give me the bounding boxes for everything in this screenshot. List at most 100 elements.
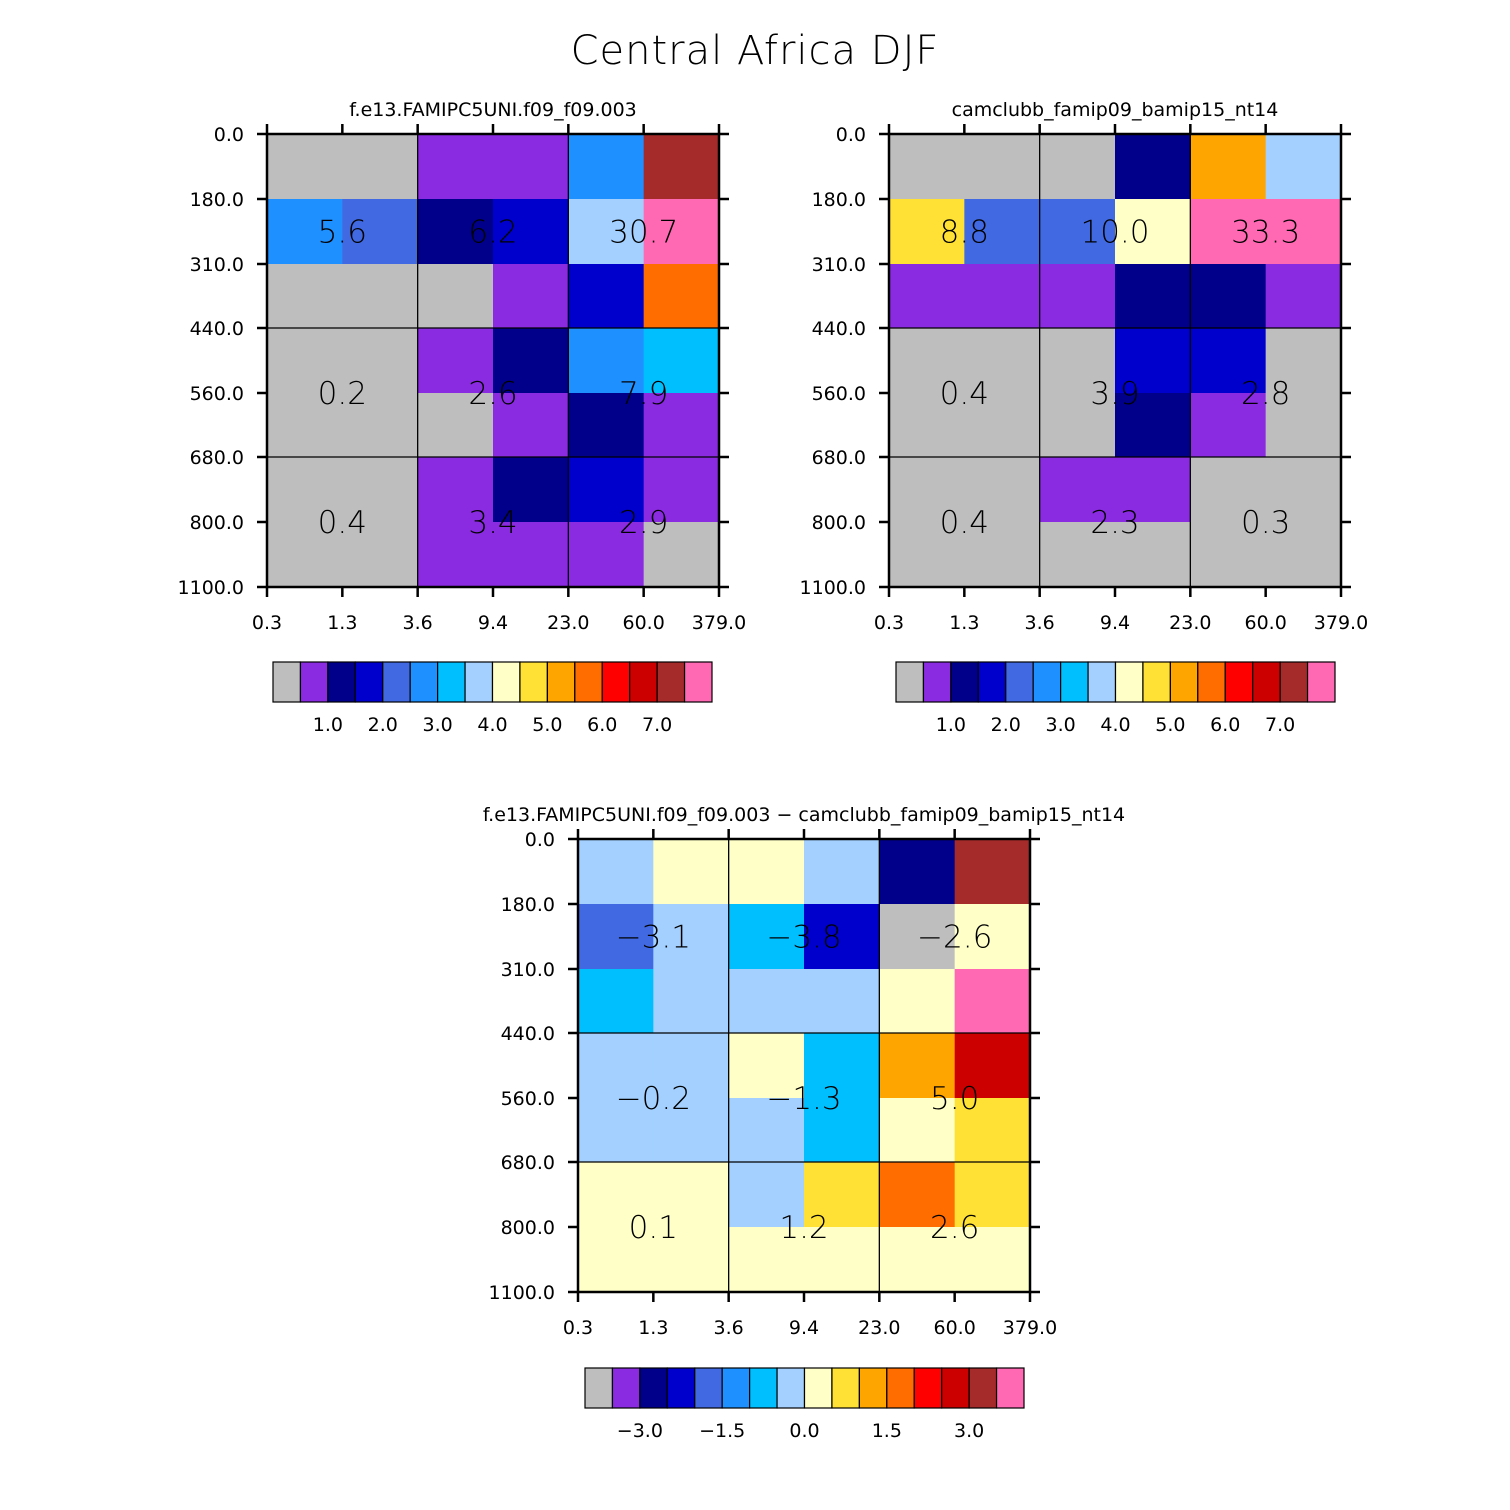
colorbar-label: −1.5: [699, 1420, 745, 1442]
y-tick-label: 800.0: [501, 1217, 555, 1239]
colorbar-label: 1.0: [936, 714, 966, 736]
heatmap-cell: [578, 1162, 654, 1228]
heatmap-cell: [1039, 522, 1116, 588]
heatmap-cell: [1039, 457, 1116, 523]
heatmap-cell: [643, 393, 720, 458]
heatmap-cell: [954, 1227, 1031, 1293]
x-tick-label: 3.6: [714, 1317, 744, 1339]
colorbar-label: 7.0: [1265, 714, 1295, 736]
y-tick-label: 0.0: [525, 829, 555, 851]
group-total-label: 7.9: [619, 376, 668, 412]
heatmap-cell: [417, 199, 494, 265]
heatmap-cell: [493, 328, 569, 394]
x-tick-label: 23.0: [547, 612, 589, 634]
heatmap-cell: [804, 1162, 880, 1228]
heatmap-cell: [568, 522, 645, 588]
heatmap-cell: [643, 457, 720, 523]
colorbar-swatch: [639, 1367, 668, 1409]
colorbar-swatch: [629, 661, 658, 703]
colorbar-swatch: [721, 1367, 751, 1409]
heatmap-cell: [1039, 328, 1116, 394]
heatmap-cell: [417, 457, 494, 523]
heatmap-cell: [1190, 457, 1267, 523]
heatmap-cell: [728, 1162, 805, 1228]
heatmap-cell: [1039, 134, 1116, 200]
heatmap-cell: [267, 264, 343, 329]
heatmap-cell: [342, 457, 419, 523]
heatmap-cell: [964, 457, 1041, 523]
heatmap-cell: [964, 134, 1041, 200]
group-total-label: 0.3: [1241, 505, 1290, 541]
group-total-label: 0.1: [629, 1210, 678, 1246]
colorbar-swatch: [611, 1367, 641, 1409]
y-tick-label: 1100.0: [800, 577, 866, 599]
heatmap-cell: [568, 134, 645, 200]
y-tick-label: 310.0: [812, 254, 866, 276]
heatmap-cell: [342, 134, 419, 200]
x-tick-label: 60.0: [623, 612, 665, 634]
heatmap-cell: [804, 839, 880, 905]
heatmap-cell: [342, 522, 419, 588]
heatmap-cell: [568, 199, 645, 265]
colorbar-swatch: [950, 661, 979, 703]
y-tick-label: 180.0: [501, 894, 555, 916]
heatmap-cell: [417, 393, 494, 458]
heatmap-cell: [1265, 522, 1342, 588]
heatmap-cell: [1115, 457, 1191, 523]
heatmap-cell: [889, 393, 965, 458]
heatmap-cell: [578, 969, 654, 1034]
heatmap-cell: [879, 1033, 956, 1099]
heatmap-cell: [889, 522, 965, 588]
heatmap-cell: [578, 904, 654, 970]
colorbar-swatch: [1087, 661, 1117, 703]
y-tick-label: 440.0: [501, 1023, 555, 1045]
heatmap-cell: [804, 1227, 880, 1293]
heatmap-cell: [267, 457, 343, 523]
colorbar-swatch: [666, 1367, 696, 1409]
y-tick-label: 680.0: [812, 447, 866, 469]
heatmap-cell: [1265, 457, 1342, 523]
heatmap-cell: [879, 1162, 956, 1228]
group-total-label: 0.2: [318, 376, 367, 412]
x-tick-label: 3.6: [1025, 612, 1055, 634]
y-tick-label: 800.0: [190, 512, 244, 534]
colorbar-label: 3.0: [423, 714, 453, 736]
colorbar-swatch: [803, 1367, 833, 1409]
page-title: Central Africa DJF: [570, 28, 940, 74]
heatmap-cell: [728, 839, 805, 905]
heatmap-cell: [267, 134, 343, 200]
x-tick-label: 23.0: [1169, 612, 1211, 634]
heatmap-cell: [879, 1098, 956, 1163]
heatmap-cell: [653, 1033, 730, 1099]
x-tick-label: 1.3: [327, 612, 357, 634]
colorbar-swatch: [941, 1367, 970, 1409]
heatmap-cell: [954, 1033, 1031, 1099]
heatmap-cell: [1115, 522, 1191, 588]
x-tick-label: 0.3: [874, 612, 904, 634]
x-tick-label: 23.0: [858, 1317, 900, 1339]
heatmap-cell: [1039, 199, 1116, 265]
heatmap-cell: [493, 264, 569, 329]
heatmap-cell: [267, 522, 343, 588]
y-tick-label: 560.0: [812, 383, 866, 405]
colorbar-label: 7.0: [642, 714, 672, 736]
colorbar-swatch: [1197, 661, 1226, 703]
group-total-label: 8.8: [940, 215, 989, 251]
heatmap-cell: [578, 1227, 654, 1293]
colorbar-swatch: [1306, 661, 1336, 703]
x-tick-label: 379.0: [1314, 612, 1368, 634]
heatmap-cell: [1190, 393, 1267, 458]
x-tick-label: 9.4: [1100, 612, 1130, 634]
group-total-label: 6.2: [468, 215, 517, 251]
colorbar-swatch: [886, 1367, 915, 1409]
y-tick-label: 680.0: [190, 447, 244, 469]
colorbar-swatch: [584, 1367, 614, 1409]
group-total-label: 1.2: [779, 1210, 828, 1246]
heatmap-cell: [954, 1162, 1031, 1228]
group-total-label: 2.9: [619, 505, 668, 541]
heatmap-cell: [653, 1098, 730, 1163]
heatmap-cell: [342, 393, 419, 458]
heatmap-cell: [568, 457, 645, 523]
y-tick-label: 800.0: [812, 512, 866, 534]
